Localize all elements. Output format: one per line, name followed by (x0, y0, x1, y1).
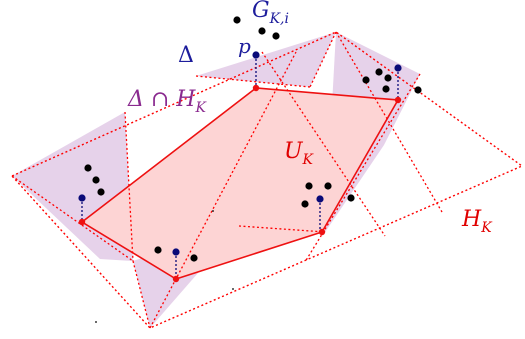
lifted-point (78, 194, 86, 202)
dotted-line (304, 73, 421, 263)
cluster-point (347, 194, 355, 202)
hull-vertex (394, 96, 402, 104)
stray-dot (232, 288, 234, 290)
plane-h-border (10, 31, 524, 329)
dotted-line (238, 225, 326, 233)
hull-vertex (172, 275, 180, 283)
lift-lines (81, 55, 399, 279)
dotted-line (335, 31, 443, 213)
hull-vertex (252, 84, 260, 92)
cluster-point (84, 164, 92, 172)
cluster-point (305, 182, 313, 190)
cluster-point (301, 200, 309, 208)
cluster-point (190, 254, 198, 262)
triangle-region-top (196, 32, 336, 87)
cluster-point (92, 176, 100, 184)
label-delta: Δ (178, 43, 194, 68)
lifted-points (78, 51, 402, 256)
lifted-point (252, 51, 260, 59)
hull-vertex (318, 228, 326, 236)
stray-dot (212, 210, 214, 212)
cluster-point (154, 246, 162, 254)
stray-dots (95, 210, 234, 323)
lifted-point (172, 248, 180, 256)
dotted-line (309, 31, 337, 88)
cluster-point (233, 16, 241, 24)
dotted-line (11, 175, 134, 262)
dotted-line (261, 51, 386, 237)
stray-dot (95, 321, 97, 323)
cluster-point (97, 188, 105, 196)
lifted-point (394, 64, 402, 72)
cluster-point (375, 68, 383, 76)
cluster-point (384, 74, 392, 82)
point-clusters (84, 16, 422, 262)
dotted-line (195, 75, 311, 88)
label-u-k: UK (284, 139, 315, 168)
lifted-point (316, 195, 324, 203)
label-g-ki: GK,i (252, 0, 289, 27)
cluster-point (382, 85, 390, 93)
label-h-k: HK (461, 207, 493, 236)
cluster-point (258, 27, 266, 35)
label-p: p (238, 34, 251, 58)
dotted-lines (11, 31, 443, 329)
cluster-point (362, 76, 370, 84)
cluster-point (324, 182, 332, 190)
hull-vertex (78, 218, 86, 226)
cluster-point (272, 32, 280, 40)
cluster-point (414, 86, 422, 94)
label-delta-cap-h: Δ ∩ HK (127, 87, 208, 116)
hull-vertices (78, 84, 402, 283)
